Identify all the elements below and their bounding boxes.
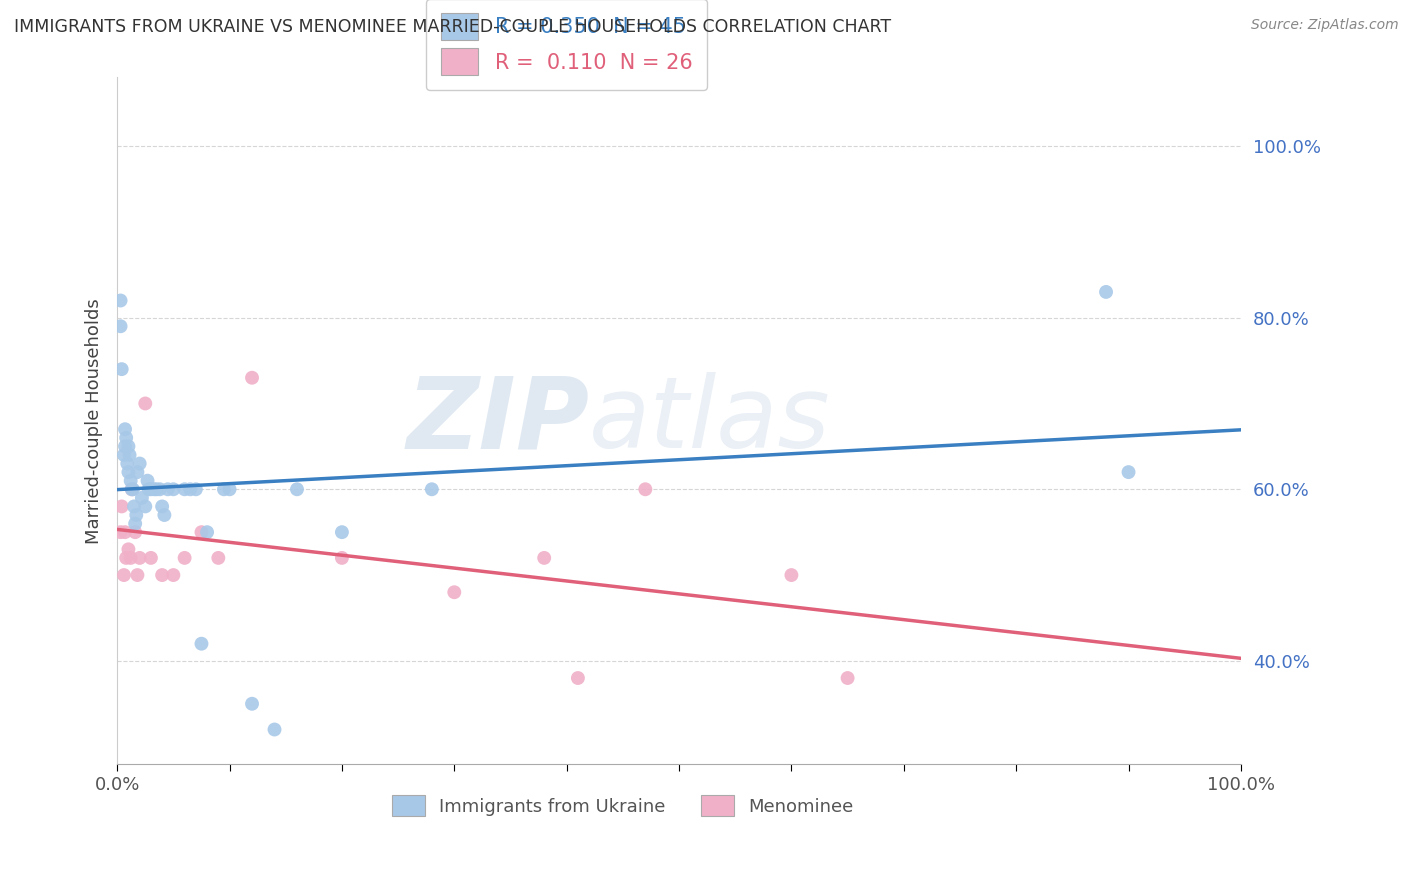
Point: [121, 483, 143, 497]
Point: [634, 483, 657, 497]
Point: [128, 550, 150, 565]
Point: [114, 525, 136, 540]
Legend: Immigrants from Ukraine, Menominee: Immigrants from Ukraine, Menominee: [385, 789, 860, 823]
Point: [330, 550, 353, 565]
Point: [179, 483, 201, 497]
Point: [420, 483, 443, 497]
Point: [150, 500, 173, 514]
Point: [218, 483, 240, 497]
Point: [173, 483, 195, 497]
Text: Source: ZipAtlas.com: Source: ZipAtlas.com: [1251, 18, 1399, 32]
Point: [115, 550, 138, 565]
Point: [110, 293, 132, 308]
Point: [114, 422, 136, 436]
Point: [112, 448, 135, 462]
Point: [195, 525, 218, 540]
Point: [263, 723, 285, 737]
Point: [184, 483, 207, 497]
Point: [780, 568, 803, 582]
Point: [115, 431, 138, 445]
Point: [212, 483, 235, 497]
Point: [121, 483, 143, 497]
Point: [127, 568, 149, 582]
Point: [124, 516, 146, 531]
Point: [125, 508, 148, 522]
Point: [240, 697, 263, 711]
Point: [139, 483, 162, 497]
Text: IMMIGRANTS FROM UKRAINE VS MENOMINEE MARRIED-COUPLE HOUSEHOLDS CORRELATION CHART: IMMIGRANTS FROM UKRAINE VS MENOMINEE MAR…: [14, 18, 891, 36]
Point: [124, 525, 146, 540]
Point: [120, 550, 142, 565]
Point: [533, 550, 555, 565]
Point: [1118, 465, 1140, 479]
Text: atlas: atlas: [589, 372, 831, 469]
Point: [138, 483, 160, 497]
Point: [131, 491, 153, 505]
Point: [173, 550, 195, 565]
Point: [567, 671, 589, 685]
Point: [153, 508, 176, 522]
Text: ZIP: ZIP: [406, 372, 589, 469]
Point: [207, 550, 229, 565]
Point: [128, 457, 150, 471]
Point: [118, 448, 141, 462]
Point: [330, 525, 353, 540]
Point: [117, 465, 139, 479]
Point: [127, 465, 149, 479]
Point: [117, 542, 139, 557]
Point: [114, 439, 136, 453]
Point: [837, 671, 859, 685]
Point: [110, 319, 132, 334]
Point: [240, 370, 263, 384]
Point: [111, 500, 134, 514]
Point: [112, 568, 135, 582]
Point: [162, 483, 184, 497]
Point: [111, 362, 134, 376]
Point: [1095, 285, 1118, 299]
Point: [143, 483, 166, 497]
Point: [162, 568, 184, 582]
Point: [117, 457, 139, 471]
Point: [190, 525, 212, 540]
Point: [285, 483, 308, 497]
Point: [149, 483, 172, 497]
Point: [134, 500, 156, 514]
Point: [190, 637, 212, 651]
Point: [120, 474, 142, 488]
Point: [150, 568, 173, 582]
Point: [145, 483, 167, 497]
Point: [136, 474, 159, 488]
Point: [134, 396, 156, 410]
Point: [117, 439, 139, 453]
Point: [122, 500, 145, 514]
Point: [122, 483, 145, 497]
Point: [443, 585, 465, 599]
Point: [139, 550, 162, 565]
Y-axis label: Married-couple Households: Married-couple Households: [86, 298, 103, 543]
Point: [110, 525, 132, 540]
Point: [156, 483, 179, 497]
